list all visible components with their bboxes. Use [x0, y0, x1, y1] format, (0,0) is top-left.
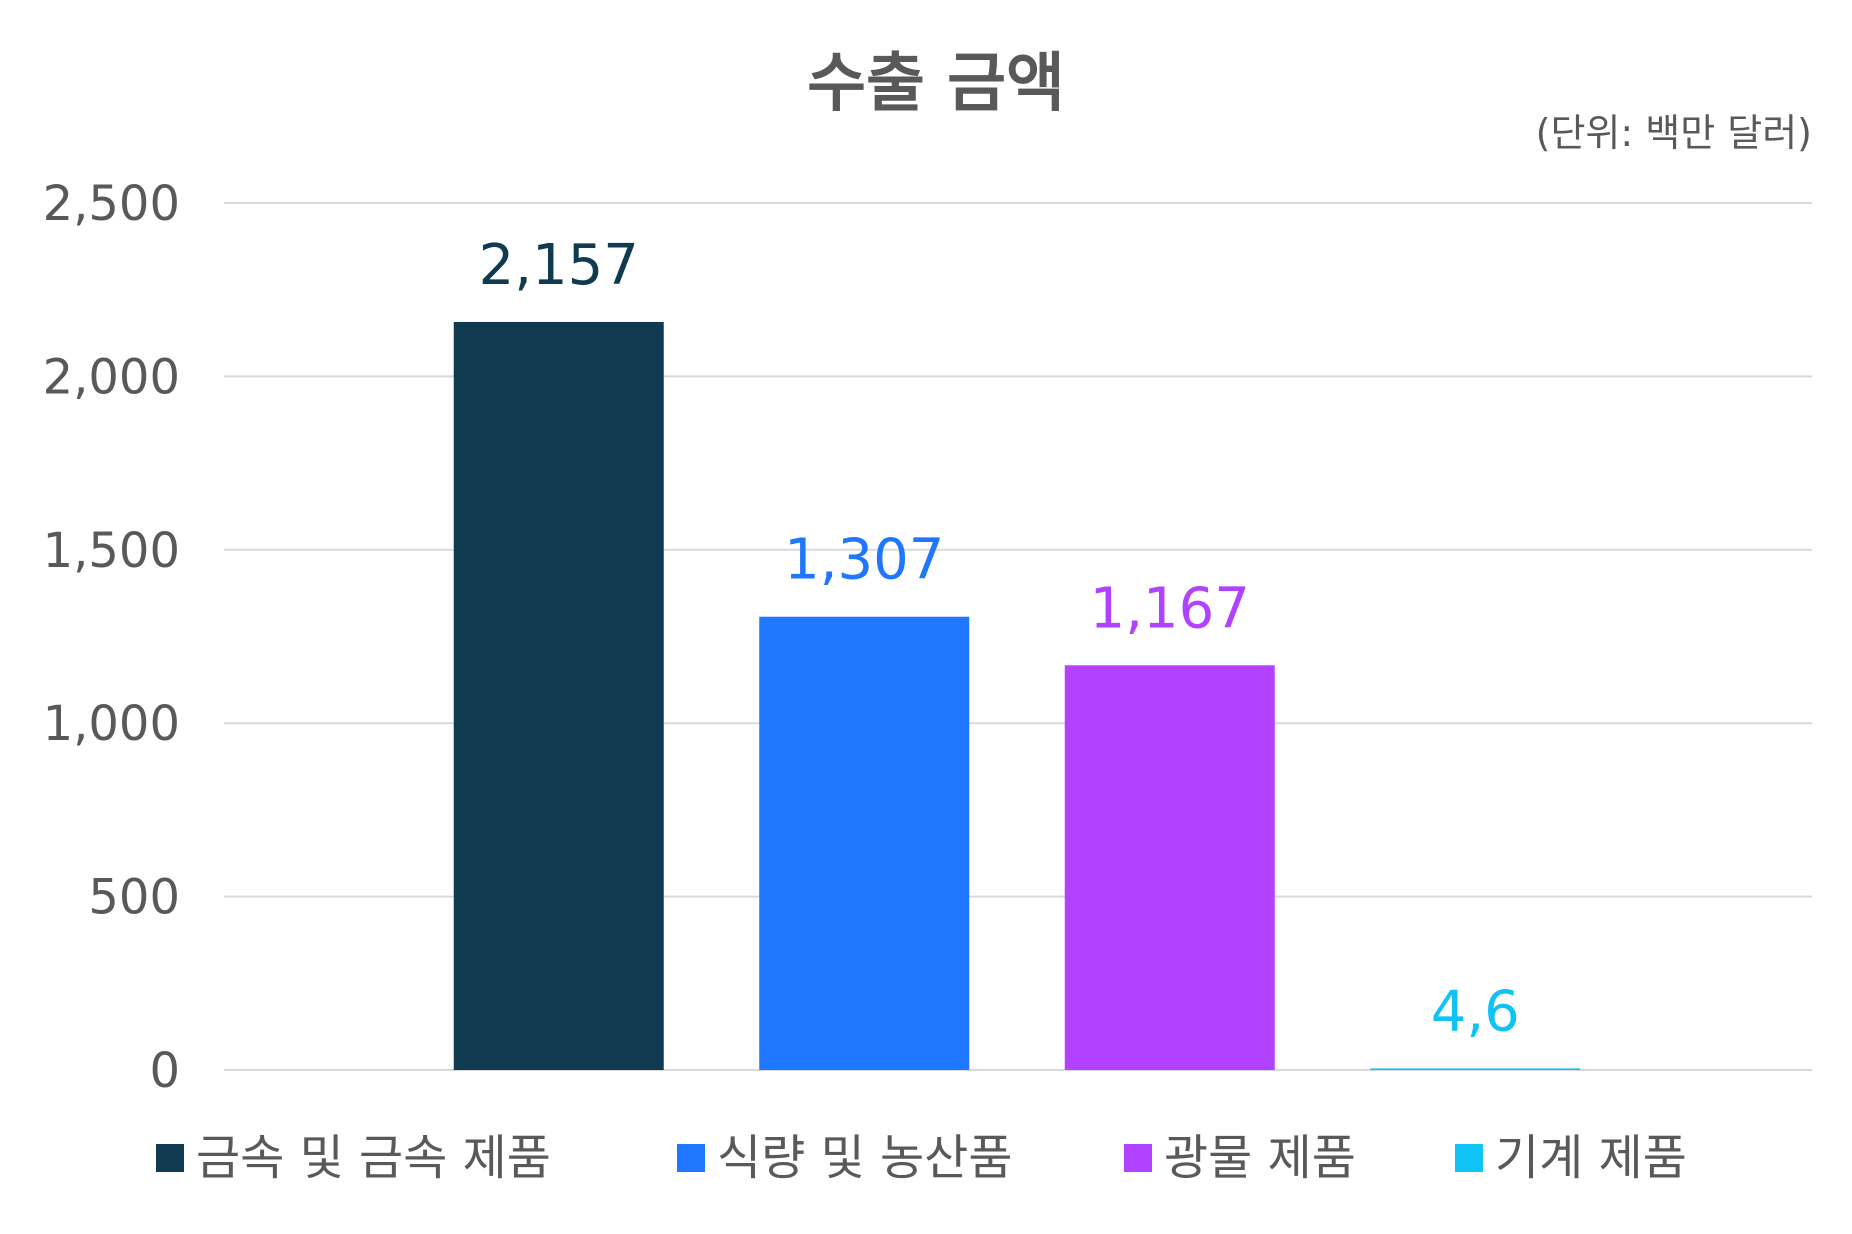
y-axis-ticks: 0 500 1,000 1,500 2,000 2,500 — [43, 176, 180, 1099]
data-label: 2,157 — [479, 233, 639, 298]
y-tick-label: 0 — [149, 1043, 180, 1099]
bars — [453, 321, 1581, 1070]
y-tick-label: 1,500 — [43, 523, 180, 579]
unit-label: (단위: 백만 달러) — [1536, 111, 1812, 155]
legend-swatch — [1124, 1144, 1152, 1172]
legend-swatch — [677, 1144, 705, 1172]
data-label: 1,167 — [1090, 576, 1250, 641]
y-tick-label: 2,000 — [43, 349, 180, 405]
y-tick-label: 1,000 — [43, 696, 180, 752]
y-tick-label: 500 — [88, 870, 180, 926]
y-tick-label: 2,500 — [43, 176, 180, 232]
bar — [1370, 1068, 1581, 1070]
bar — [759, 616, 970, 1070]
bar — [1064, 665, 1275, 1070]
bar — [453, 321, 664, 1070]
data-label: 1,307 — [784, 528, 944, 593]
legend-swatch — [1455, 1144, 1483, 1172]
legend-label: 금속 및 금속 제품 — [196, 1130, 551, 1186]
data-labels: 2,157 1,307 1,167 4,6 — [479, 233, 1520, 1044]
legend-swatch — [156, 1144, 184, 1172]
data-label: 4,6 — [1431, 979, 1520, 1044]
legend: 금속 및 금속 제품 식량 및 농산품 광물 제품 기계 제품 — [156, 1130, 1687, 1186]
chart-title: 수출 금액 — [807, 47, 1065, 121]
legend-label: 식량 및 농산품 — [717, 1130, 1012, 1186]
legend-label: 광물 제품 — [1164, 1130, 1356, 1186]
legend-label: 기계 제품 — [1495, 1130, 1687, 1186]
